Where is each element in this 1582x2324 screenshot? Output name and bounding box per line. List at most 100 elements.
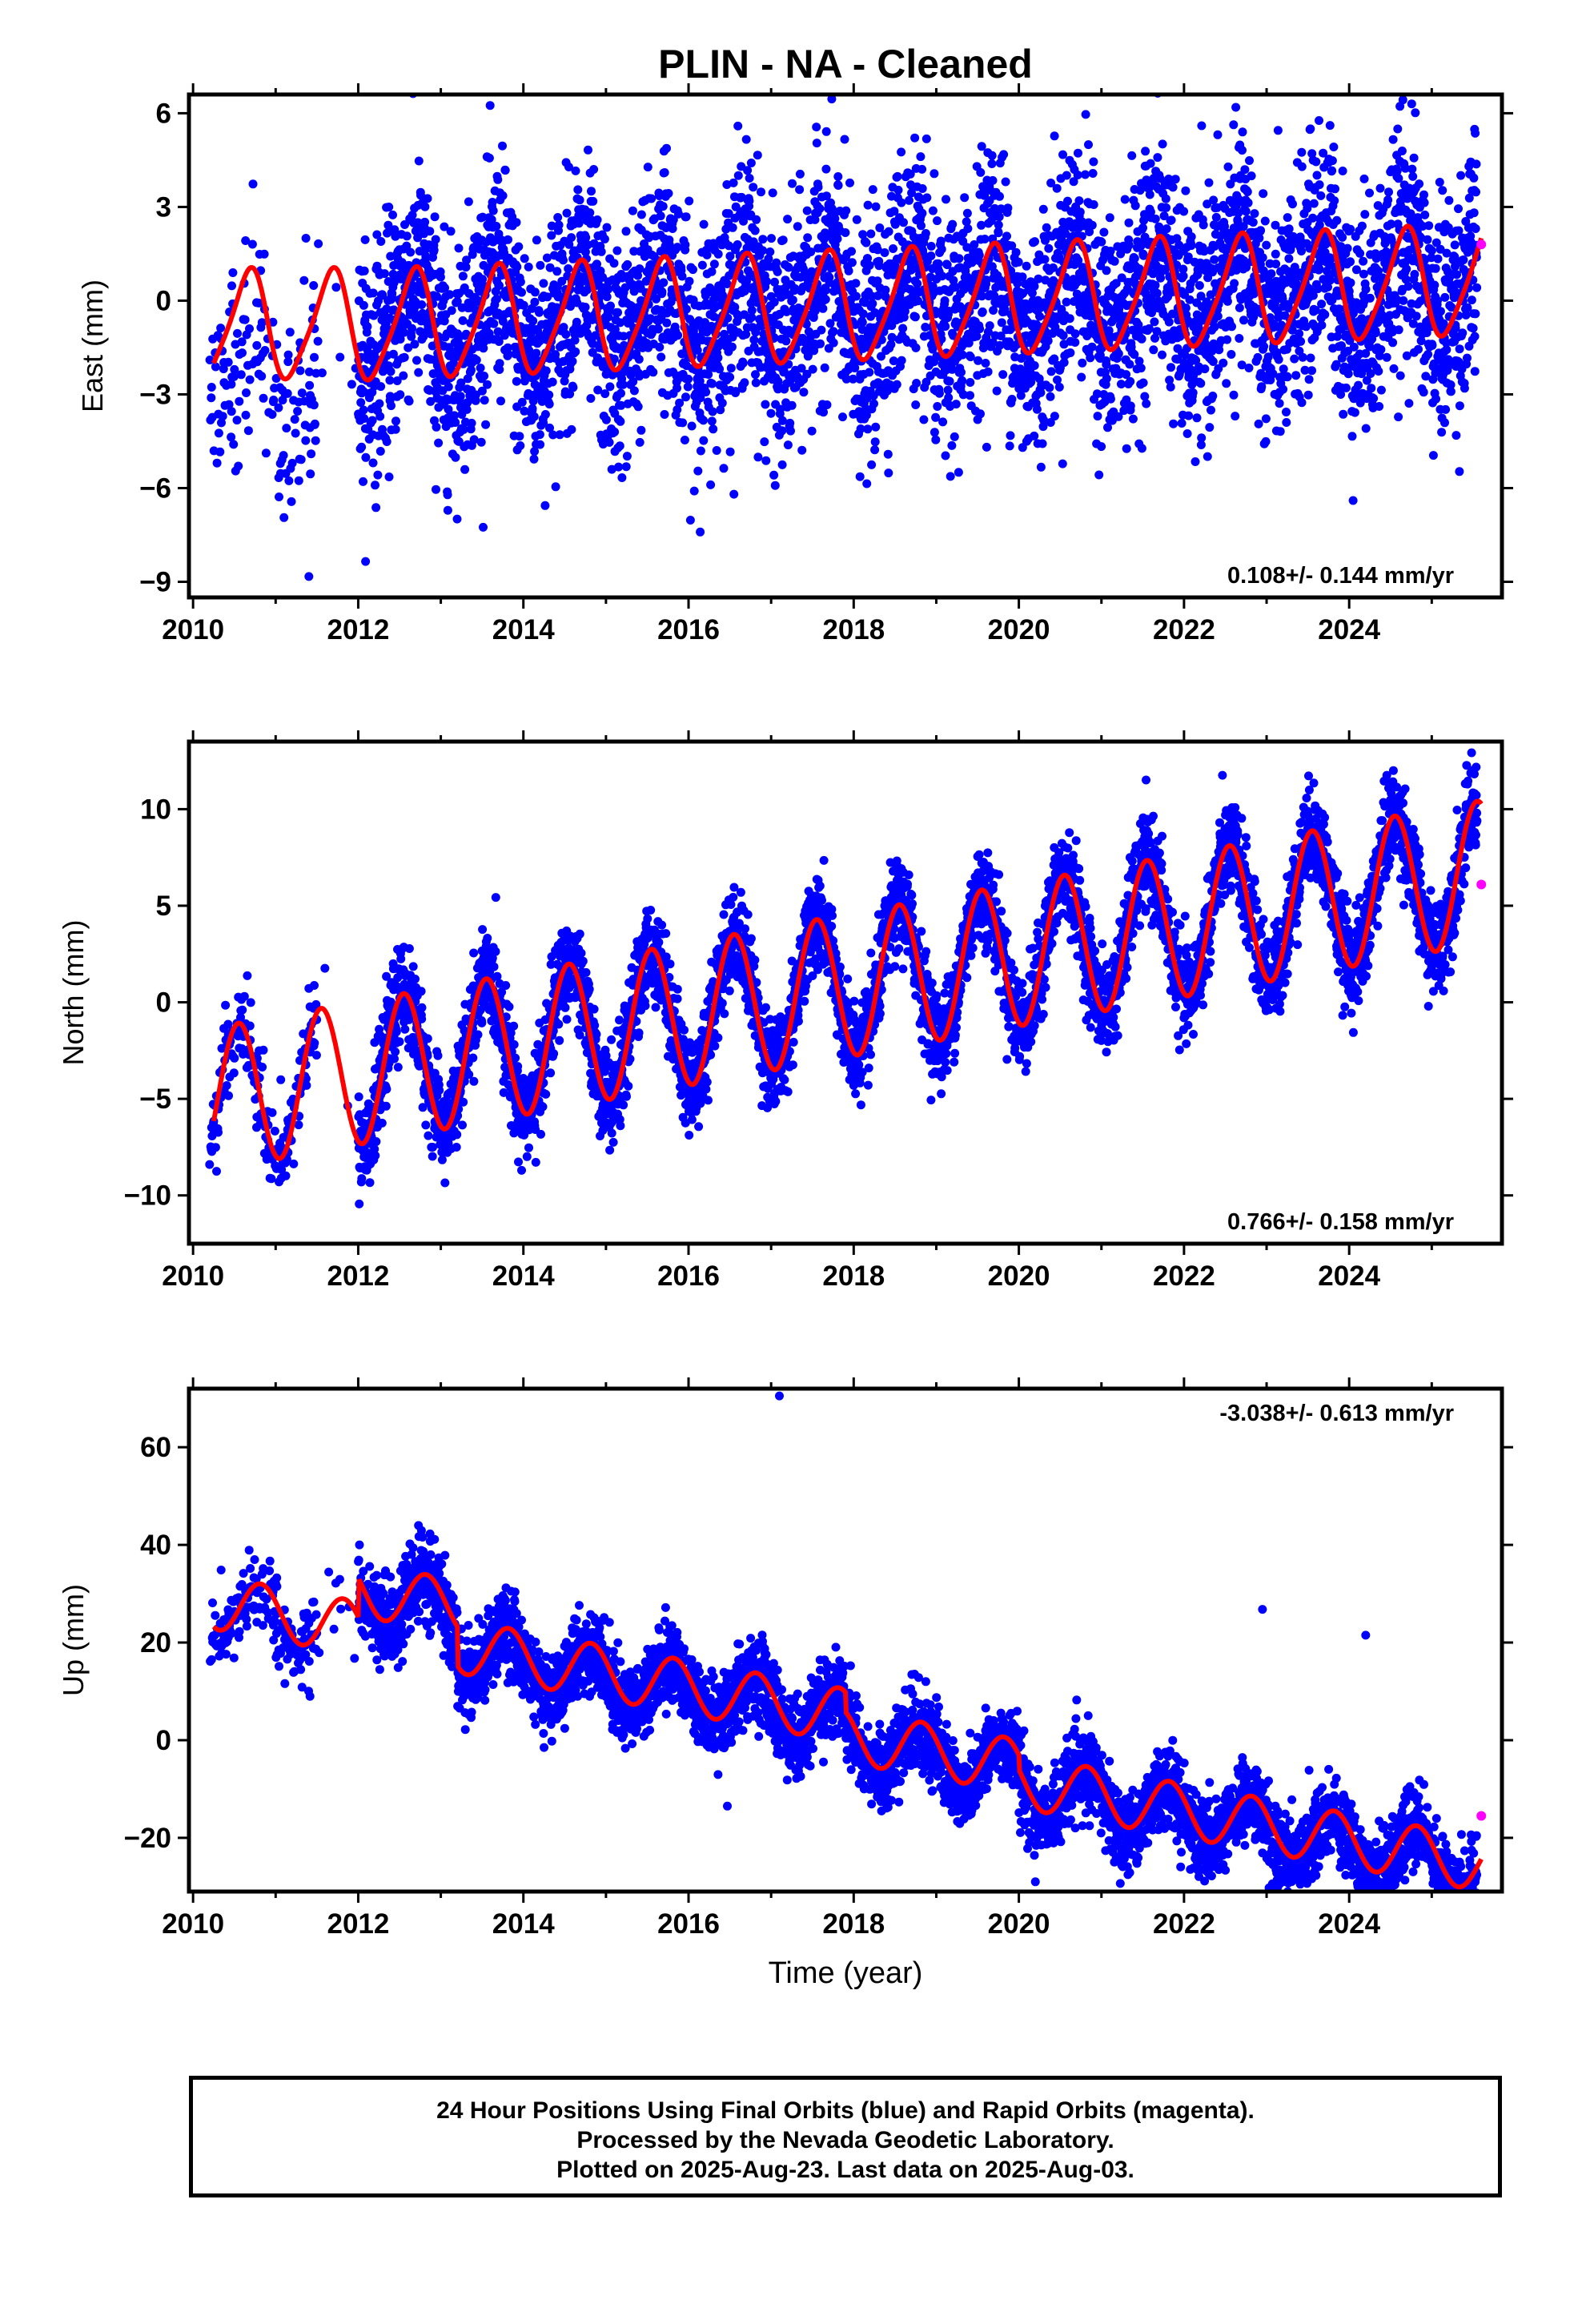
- data-point: [283, 350, 293, 360]
- data-point: [396, 335, 405, 344]
- data-point: [749, 183, 758, 192]
- data-point: [633, 402, 643, 412]
- data-point: [212, 458, 222, 468]
- data-point: [921, 134, 931, 143]
- data-point: [833, 181, 843, 190]
- data-point: [432, 485, 440, 494]
- data-point: [660, 410, 669, 419]
- data-point: [512, 262, 522, 271]
- data-point: [432, 292, 442, 301]
- data-point: [1058, 150, 1067, 159]
- data-point: [414, 368, 424, 377]
- data-point: [1247, 171, 1256, 181]
- data-point: [1127, 151, 1137, 160]
- data-point: [658, 202, 668, 211]
- data-point: [1191, 457, 1200, 466]
- data-point: [866, 229, 876, 239]
- data-point: [1169, 419, 1178, 428]
- data-point: [937, 244, 946, 254]
- data-point: [1182, 429, 1192, 438]
- data-point: [816, 339, 825, 348]
- data-point: [375, 399, 384, 408]
- data-point: [1317, 300, 1327, 309]
- data-point: [287, 458, 297, 468]
- data-point: [725, 251, 735, 261]
- data-point: [981, 359, 990, 368]
- data-point: [385, 392, 395, 401]
- data-point: [1030, 282, 1039, 291]
- data-point: [1203, 452, 1212, 461]
- data-point: [845, 178, 854, 187]
- data-point: [1393, 124, 1403, 134]
- data-point: [413, 233, 423, 243]
- data-point: [1407, 99, 1416, 109]
- data-point: [1087, 342, 1097, 352]
- data-point: [1063, 196, 1072, 206]
- data-point: [675, 398, 685, 408]
- data-point: [488, 206, 498, 215]
- data-point: [964, 338, 974, 348]
- data-point: [1094, 470, 1104, 480]
- data-point: [360, 235, 370, 244]
- data-point: [452, 296, 462, 306]
- data-point: [472, 356, 481, 365]
- data-point: [548, 430, 558, 440]
- data-point: [373, 470, 383, 480]
- data-point: [1150, 317, 1159, 327]
- data-point: [402, 231, 412, 241]
- data-point: [863, 424, 873, 434]
- data-point: [877, 335, 886, 344]
- data-point: [1258, 253, 1267, 263]
- data-point: [747, 306, 757, 316]
- data-point: [417, 300, 427, 309]
- data-point: [829, 327, 838, 336]
- data-point: [684, 374, 693, 384]
- data-point: [1086, 353, 1095, 363]
- data-point: [1058, 331, 1068, 340]
- data-point: [987, 151, 997, 160]
- data-point: [913, 279, 922, 288]
- data-point: [572, 317, 581, 327]
- data-point: [404, 343, 413, 352]
- data-point: [944, 393, 954, 402]
- data-point: [1149, 345, 1158, 355]
- data-point: [685, 516, 695, 525]
- data-point: [539, 418, 548, 428]
- data-point: [1303, 390, 1313, 400]
- data-point: [1375, 402, 1384, 411]
- data-point: [1394, 325, 1403, 335]
- data-point: [725, 447, 735, 456]
- data-point: [1349, 342, 1359, 352]
- data-point: [1007, 395, 1017, 404]
- data-point: [1042, 223, 1051, 232]
- data-point: [1105, 213, 1114, 223]
- data-point: [388, 349, 398, 359]
- data-point: [551, 350, 560, 360]
- data-point: [1192, 413, 1202, 423]
- data-point: [897, 198, 906, 207]
- data-point: [1141, 147, 1150, 156]
- data-point: [733, 240, 742, 249]
- data-point: [1162, 224, 1171, 234]
- data-point: [858, 230, 868, 239]
- data-point: [739, 211, 749, 221]
- data-point: [1146, 159, 1155, 168]
- data-point: [440, 222, 449, 231]
- data-point: [818, 304, 828, 313]
- data-point: [868, 299, 877, 308]
- data-point: [593, 385, 603, 395]
- data-point: [234, 461, 243, 471]
- data-point: [765, 247, 775, 256]
- data-point: [1297, 147, 1307, 157]
- data-point: [227, 432, 236, 442]
- data-point: [584, 145, 592, 155]
- data-point: [999, 150, 1009, 159]
- data-point: [414, 156, 424, 166]
- data-point: [1126, 401, 1135, 411]
- data-point: [1213, 130, 1223, 139]
- data-point: [1238, 127, 1247, 137]
- data-point: [921, 229, 930, 238]
- data-point: [1307, 366, 1316, 376]
- data-point: [444, 382, 453, 392]
- data-point: [600, 235, 609, 243]
